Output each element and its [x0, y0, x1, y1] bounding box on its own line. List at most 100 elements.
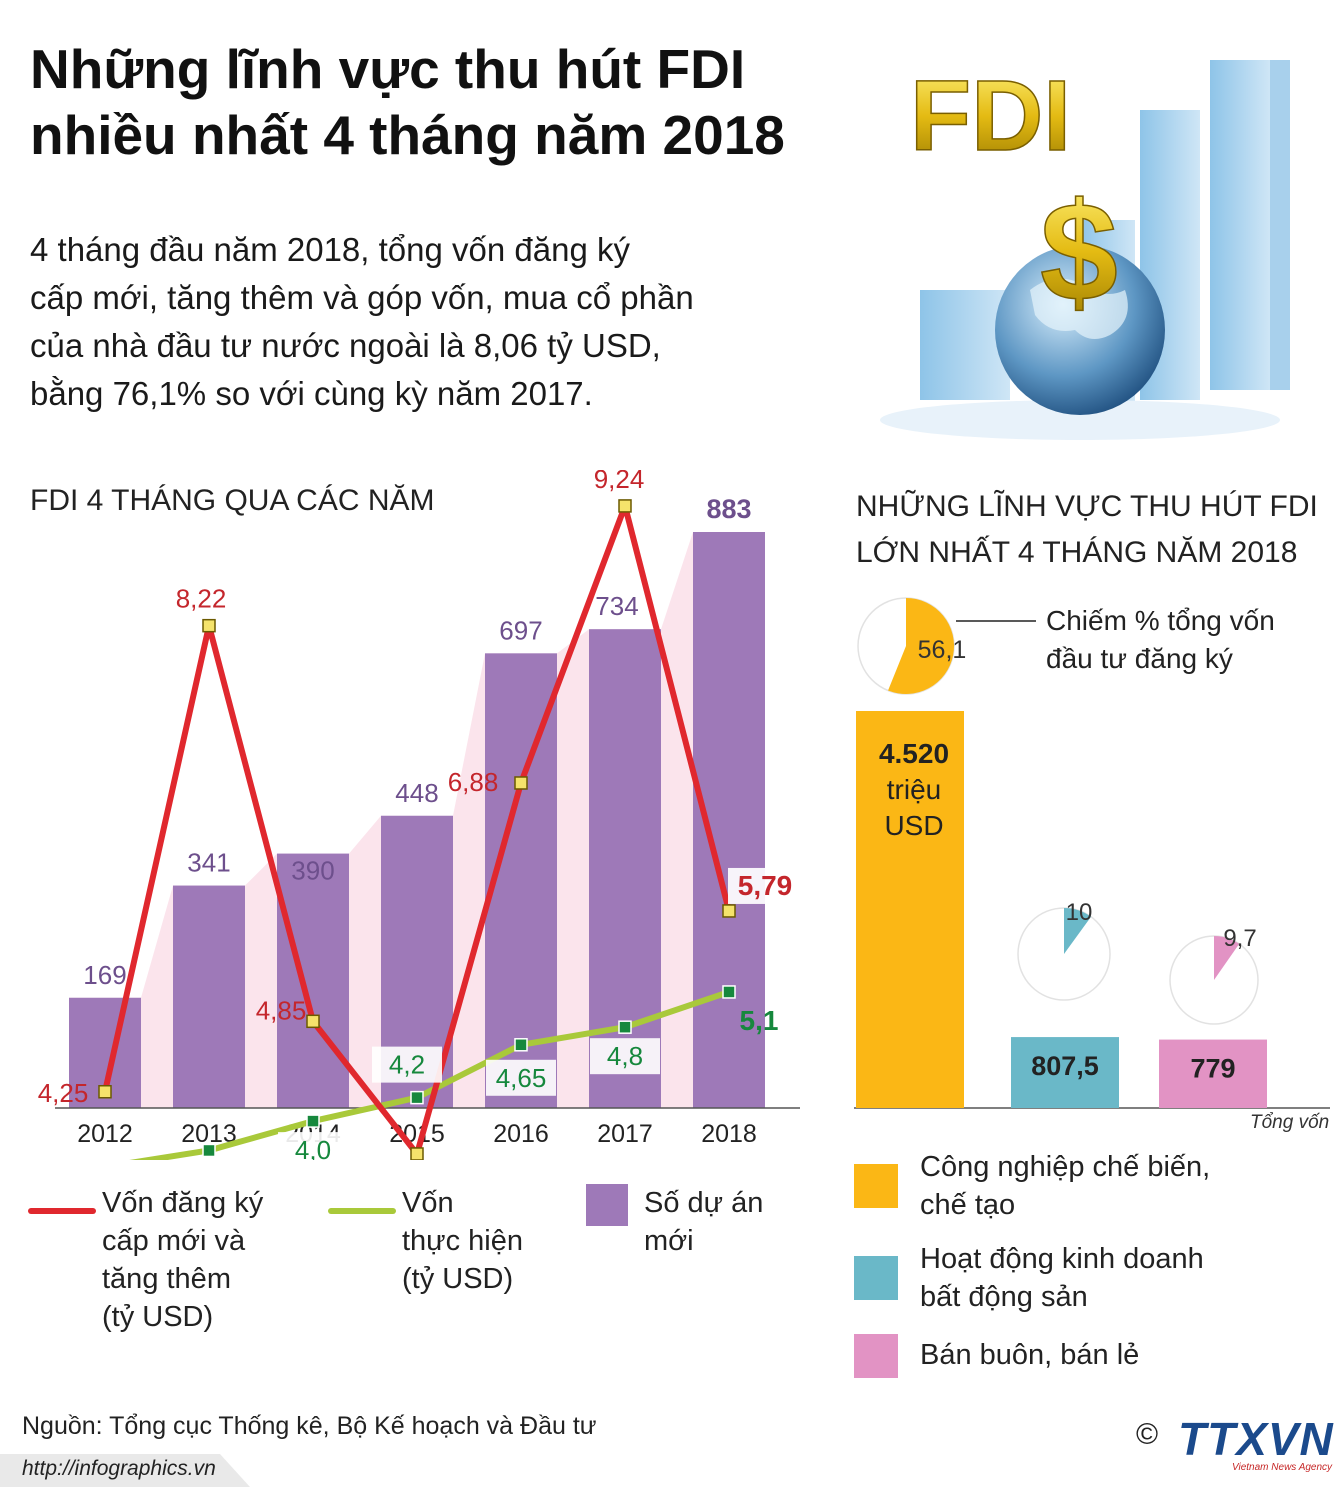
implemented-label-box: [590, 1038, 660, 1075]
sector-legend-label-line: chế tạo: [920, 1189, 1016, 1221]
percent-label: 56,1: [918, 636, 967, 664]
legend-line-swatch: [328, 1208, 396, 1214]
implemented-label-box: [372, 1046, 442, 1083]
sector-legend-label-line: Công nghiệp chế biến,: [920, 1151, 1211, 1183]
illustration-bar: [1270, 60, 1290, 390]
sector-bar: [1011, 1037, 1119, 1108]
intro-line: của nhà đầu tư nước ngoài là 8,06 tỷ USD…: [30, 327, 661, 364]
total-capital-axis-label: Tổng vốn: [1250, 1112, 1330, 1133]
illustration-floor: [880, 400, 1280, 440]
bar-2017: [589, 629, 661, 1108]
registered-capital-label: 9,24: [594, 470, 645, 494]
percent-pie-slice: [888, 598, 954, 694]
intro-line: 4 tháng đầu năm 2018, tổng vốn đăng ký: [30, 231, 630, 268]
website-link[interactable]: http://infographics.vn: [22, 1457, 216, 1480]
x-tick-label: 2017: [597, 1120, 653, 1148]
bar-value-label: 697: [499, 615, 542, 645]
ttxvn-logo: TTXVN: [1178, 1413, 1334, 1465]
legend-label-line: Vốn: [402, 1187, 454, 1219]
percent-label: 9,7: [1223, 925, 1256, 952]
bar-2016: [485, 653, 557, 1108]
implemented-capital-label: 4,2: [389, 1050, 425, 1080]
sector-bar: [1159, 1039, 1267, 1108]
fdi-sector-chart: 4.520 triệu USD 807,5 779 56,1 10 9,7 Chiếm % tổ…: [854, 597, 1330, 1109]
legend-label-line: cấp mới và: [102, 1225, 246, 1257]
implemented-capital-label: 3,61: [32, 1155, 83, 1160]
pie-note: Chiếm % tổng vốn: [1046, 605, 1275, 636]
sector-legend-label-line: bất động sản: [920, 1281, 1088, 1313]
sector-legend-label-line: Bán buôn, bán lẻ: [920, 1339, 1140, 1371]
sector-value-label: 4.520: [879, 738, 949, 769]
registered-capital-point: [618, 499, 632, 513]
legend-label: Số dự án mới: [644, 1184, 763, 1260]
registered-capital-point: [410, 1147, 424, 1160]
registered-label-box: [728, 867, 802, 904]
implemented-capital-point: [514, 1038, 528, 1052]
sector-legend-label-line: Hoạt động kinh doanh: [920, 1243, 1204, 1275]
percent-pie-slice: [1214, 936, 1240, 980]
bar-2014: [277, 853, 349, 1108]
intro-text: 4 tháng đầu năm 2018, tổng vốn đăng ký cấ…: [30, 226, 830, 418]
legend-label-line: Vốn đăng ký: [102, 1187, 264, 1219]
legend-label-line: tăng thêm: [102, 1263, 231, 1295]
registered-capital-label: 4,25: [38, 1078, 89, 1108]
legend-label-line: mới: [644, 1225, 694, 1257]
bar-value-label: 883: [706, 494, 751, 524]
x-tick-label: 2012: [77, 1120, 133, 1148]
legend-label: Vốn đăng ký cấp mới và tăng thêm (tỷ USD): [102, 1184, 263, 1336]
dollar-icon: $: [1040, 173, 1118, 330]
right-heading-line-2: LỚN NHẤT 4 THÁNG NĂM 2018: [856, 536, 1298, 569]
bar-2013: [173, 885, 245, 1108]
legend-label: Vốn thực hiện (tỷ USD): [402, 1184, 523, 1298]
implemented-capital-label: 4,65: [496, 1063, 547, 1093]
sector-legend-label: Công nghiệp chế biến, chế tạo: [920, 1148, 1210, 1224]
legend-label-line: thực hiện: [402, 1225, 523, 1257]
sector-legend-label: Bán buôn, bán lẻ: [920, 1336, 1139, 1374]
source-text: Nguồn: Tổng cục Thống kê, Bộ Kế hoạch và…: [22, 1412, 597, 1440]
implemented-label-box: [278, 1132, 348, 1160]
percent-label: 10: [1066, 899, 1093, 926]
legend-line-swatch: [28, 1208, 96, 1214]
legend-label-line: (tỷ USD): [402, 1263, 514, 1295]
implemented-capital-point: [306, 1114, 320, 1128]
pie-note: đầu tư đăng ký: [1046, 643, 1233, 674]
registered-capital-point: [722, 904, 736, 918]
left-chart-heading: FDI 4 THÁNG QUA CÁC NĂM: [30, 484, 435, 517]
right-heading-line-1: NHỮNG LĨNH VỰC THU HÚT FDI: [856, 490, 1318, 523]
intro-line: bằng 76,1% so với cùng kỳ năm 2017.: [30, 375, 593, 412]
intro-line: cấp mới, tăng thêm và góp vốn, mua cổ ph…: [30, 279, 694, 316]
percent-pie-slice: [1064, 908, 1092, 954]
sector-legend-swatch: [854, 1334, 898, 1378]
sector-legend-swatch: [854, 1164, 898, 1208]
registered-capital-label: 8,22: [176, 584, 227, 614]
fdi-yearly-chart: 2012201320142015201620172018169341390448…: [32, 470, 802, 1160]
fdi-illustration-text: FDI: [910, 60, 1071, 172]
implemented-capital-label: 4,0: [295, 1135, 331, 1160]
sector-unit-label: USD: [884, 810, 943, 841]
fdi-illustration: FDI $: [880, 59, 1290, 440]
registered-capital-point: [98, 1085, 112, 1099]
illustration-bar: [1210, 60, 1270, 390]
bar-value-label: 390: [291, 856, 334, 886]
copyright-icon: ©: [1136, 1418, 1159, 1451]
footer-bar: [0, 1454, 250, 1487]
legend-bar-swatch: [586, 1184, 628, 1226]
registered-capital-point: [202, 618, 216, 633]
legend-label-line: (tỷ USD): [102, 1301, 214, 1333]
x-tick-label: 2018: [701, 1120, 757, 1148]
right-chart-heading: NHỮNG LĨNH VỰC THU HÚT FDI LỚN NHẤT 4 TH…: [856, 484, 1318, 576]
page-title: Những lĩnh vực thu hút FDI nhiều nhất 4 …: [30, 36, 890, 168]
bar-value-label: 169: [83, 960, 126, 990]
sector-legend-swatch: [854, 1256, 898, 1300]
implemented-label-box: [486, 1059, 556, 1096]
registered-capital-point: [306, 1014, 320, 1029]
implemented-capital-label: 5,1: [740, 1005, 779, 1036]
implemented-capital-point: [618, 1020, 632, 1034]
sector-bar: [856, 711, 964, 1108]
sector-unit-label: triệu: [887, 774, 941, 805]
registered-capital-label: 6,88: [448, 767, 499, 797]
left-chart-legend: Vốn đăng ký cấp mới và tăng thêm (tỷ USD) Vố…: [20, 1180, 820, 1340]
registered-capital-label: 4,85: [256, 995, 307, 1025]
illustration-bar: [920, 290, 1010, 400]
implemented-capital-label: 4,8: [607, 1041, 643, 1071]
